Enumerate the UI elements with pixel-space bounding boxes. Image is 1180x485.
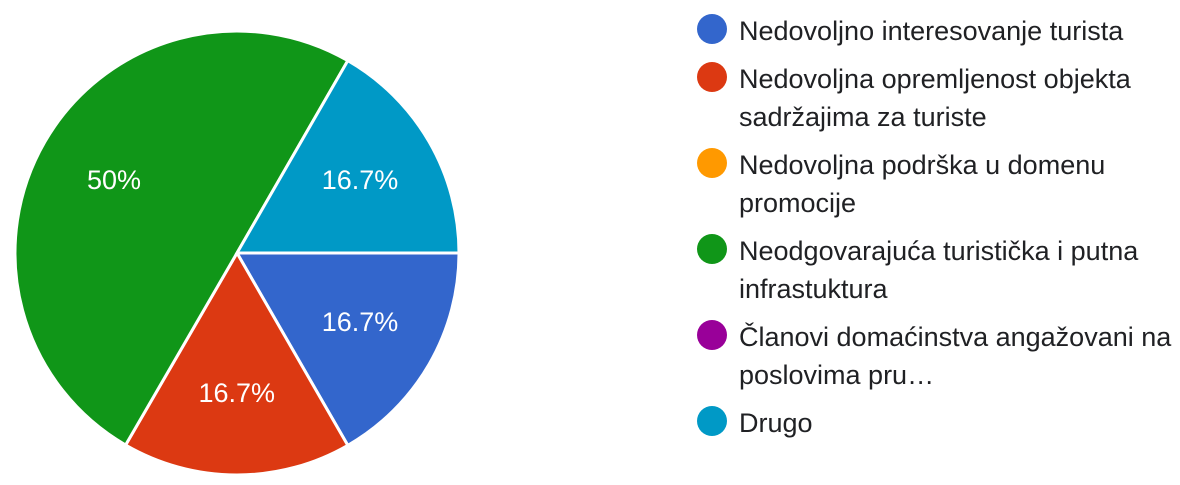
legend-swatch bbox=[697, 14, 727, 44]
legend-label: Neodgovarajuća turistička i putna infras… bbox=[739, 236, 1139, 304]
slice-label: 50% bbox=[87, 165, 141, 195]
slice-label: 16.7% bbox=[322, 307, 399, 337]
slice-label: 16.7% bbox=[198, 378, 275, 408]
pie-slice[interactable] bbox=[234, 251, 461, 448]
legend: Nedovoljno interesovanje turista Nedovol… bbox=[697, 12, 1177, 452]
pie-slice[interactable] bbox=[123, 250, 350, 477]
legend-label: Nedovoljna opremljenost objekta sadržaji… bbox=[739, 64, 1131, 132]
legend-swatch bbox=[697, 234, 727, 264]
legend-swatch bbox=[697, 62, 727, 92]
legend-item[interactable]: Nedovoljna podrška u domenu promocije bbox=[697, 146, 1177, 222]
legend-item[interactable]: Drugo bbox=[697, 404, 1177, 442]
pie-chart: 16.7% 16.7% 50% 16.7% bbox=[13, 29, 461, 477]
slice-label: 16.7% bbox=[322, 165, 399, 195]
pie-slice[interactable] bbox=[13, 29, 350, 448]
legend-item[interactable]: Članovi domaćinstva angažovani na poslov… bbox=[697, 318, 1177, 394]
legend-swatch bbox=[697, 320, 727, 350]
legend-item[interactable]: Nedovoljna opremljenost objekta sadržaji… bbox=[697, 60, 1177, 136]
legend-swatch bbox=[697, 148, 727, 178]
legend-swatch bbox=[697, 406, 727, 436]
legend-label: Članovi domaćinstva angažovani na poslov… bbox=[739, 322, 1172, 390]
pie-slice[interactable] bbox=[234, 58, 461, 255]
legend-label: Drugo bbox=[739, 408, 813, 438]
legend-item[interactable]: Neodgovarajuća turistička i putna infras… bbox=[697, 232, 1177, 308]
legend-label: Nedovoljna podrška u domenu promocije bbox=[739, 150, 1106, 218]
legend-label: Nedovoljno interesovanje turista bbox=[739, 16, 1124, 46]
legend-item[interactable]: Nedovoljno interesovanje turista bbox=[697, 12, 1177, 50]
